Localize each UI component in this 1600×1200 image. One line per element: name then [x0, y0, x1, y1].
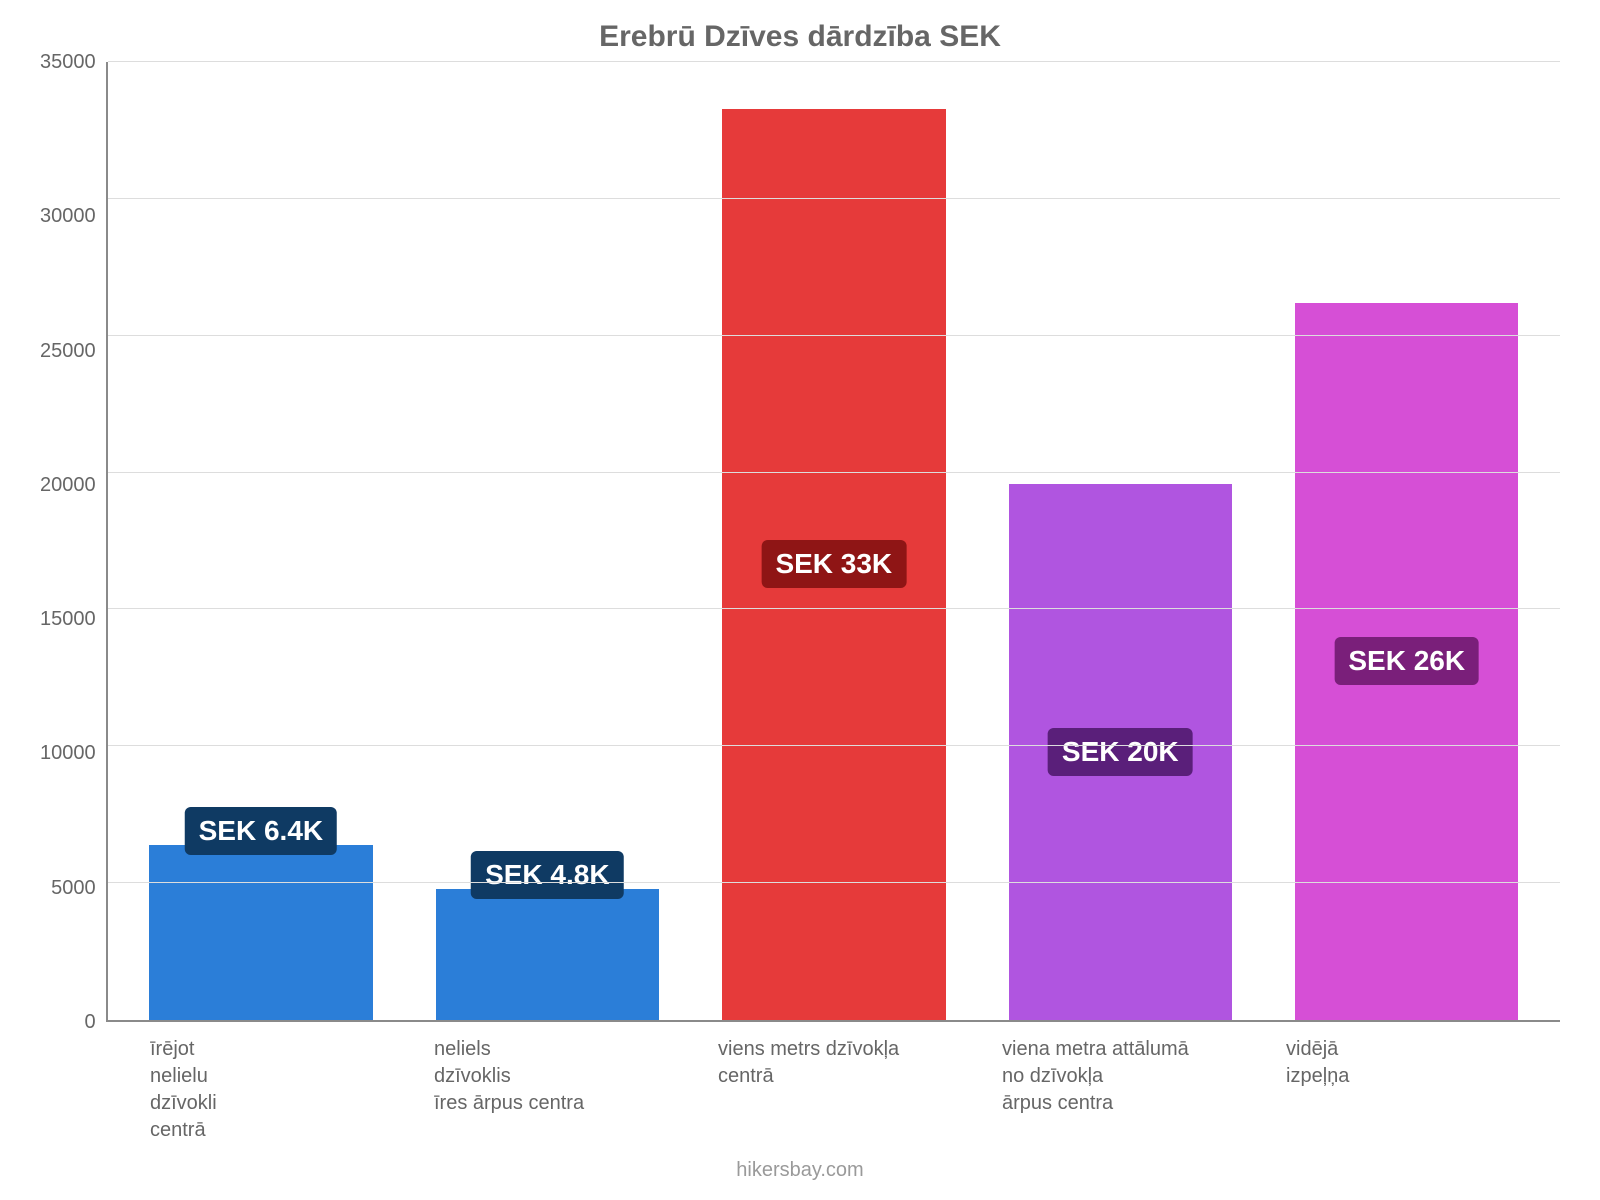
bar-value-label: SEK 6.4K [185, 807, 338, 855]
bar-slot: SEK 20K [977, 62, 1263, 1020]
bar-slot: SEK 33K [691, 62, 977, 1020]
y-tick: 10000 [40, 743, 96, 763]
y-tick: 15000 [40, 609, 96, 629]
plot-area-outer: 35000300002500020000150001000050000 SEK … [40, 62, 1560, 1022]
grid-line [108, 335, 1560, 336]
bar-value-label: SEK 20K [1048, 728, 1193, 776]
y-axis: 35000300002500020000150001000050000 [40, 62, 106, 1022]
x-axis-labels: īrējot nelielu dzīvokli centrāneliels dz… [120, 1022, 1560, 1144]
y-tick: 0 [85, 1012, 96, 1032]
bar: SEK 26K [1295, 303, 1518, 1020]
x-label: viens metrs dzīvokļa centrā [698, 1036, 982, 1144]
bar-value-label: SEK 4.8K [471, 851, 624, 899]
bar: SEK 4.8K [436, 889, 659, 1020]
bar: SEK 33K [722, 109, 945, 1020]
bar-value-label: SEK 33K [761, 540, 906, 588]
grid-line [108, 198, 1560, 199]
bar-chart: Erebrū Dzīves dārdzība SEK 35000 30000 250… [0, 0, 1600, 1200]
y-tick: 20000 [40, 475, 96, 495]
chart-title: Erebrū Dzīves dārdzība SEK [40, 20, 1560, 54]
x-label: neliels dzīvoklis īres ārpus centra [414, 1036, 698, 1144]
grid-line [108, 472, 1560, 473]
bar: SEK 6.4K [149, 845, 372, 1020]
y-tick: 30000 [40, 206, 96, 226]
grid-line [108, 608, 1560, 609]
x-label: vidējā izpeļņa [1266, 1036, 1550, 1144]
y-tick: 25000 [40, 341, 96, 361]
plot-area: SEK 6.4K SEK 4.8K SEK 33K SEK 20K SEK 26K [106, 62, 1560, 1022]
y-tick: 35000 [40, 52, 96, 72]
bar: SEK 20K [1009, 484, 1232, 1020]
x-label: viena metra attālumā no dzīvokļa ārpus c… [982, 1036, 1266, 1144]
grid-line [108, 882, 1560, 883]
bar-value-label: SEK 26K [1334, 637, 1479, 685]
x-label: īrējot nelielu dzīvokli centrā [130, 1036, 414, 1144]
y-tick: 5000 [51, 878, 96, 898]
grid-line [108, 61, 1560, 62]
bar-slot: SEK 6.4K [118, 62, 404, 1020]
grid-line [108, 745, 1560, 746]
bars-container: SEK 6.4K SEK 4.8K SEK 33K SEK 20K SEK 26K [108, 62, 1560, 1020]
bar-slot: SEK 4.8K [404, 62, 690, 1020]
bar-slot: SEK 26K [1264, 62, 1550, 1020]
attribution: hikersbay.com [0, 1159, 1600, 1182]
